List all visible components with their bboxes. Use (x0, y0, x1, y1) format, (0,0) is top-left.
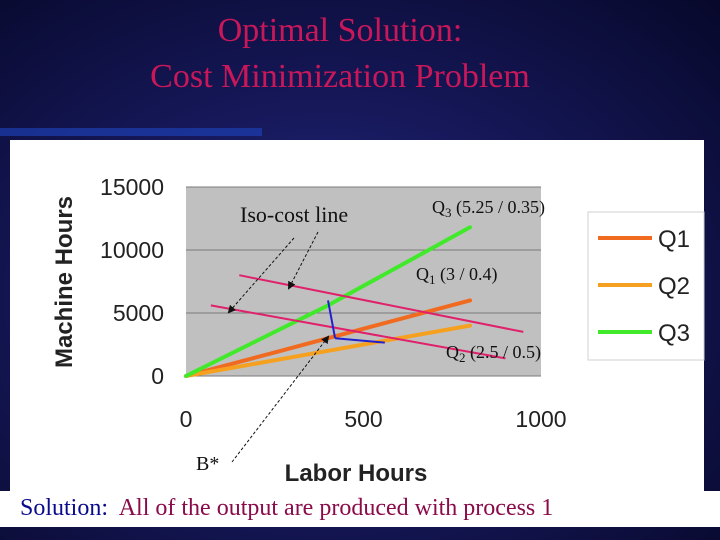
footer-background (0, 491, 720, 527)
annotation-bstar: B* (196, 453, 219, 475)
x-tick-label: 500 (344, 406, 382, 432)
y-tick-label: 0 (151, 363, 164, 389)
footer-text: All of the output are produced with proc… (118, 495, 554, 521)
title-line-1: Optimal Solution: (217, 12, 463, 49)
annotation-q3: Q3 (5.25 / 0.35) (432, 197, 545, 220)
isocost-line-1 (239, 274, 524, 333)
isocost-arrow-2 (288, 231, 319, 290)
isocost-arrow-1 (227, 237, 295, 314)
y-tick-label: 15000 (100, 174, 164, 200)
annotation-q1: Q1 (3 / 0.4) (416, 264, 498, 287)
expansion-segment-2 (335, 337, 385, 344)
bstar-arrow (231, 335, 330, 463)
x-axis-label: Labor Hours (285, 460, 428, 487)
x-tick-label: 0 (180, 406, 193, 432)
expansion-segment-1 (327, 300, 337, 339)
series-line-q2 (184, 323, 472, 378)
isocost-line-2 (210, 304, 506, 360)
y-axis-label: Machine Hours (51, 196, 78, 368)
footer-solution: Solution: All of the output are produced… (20, 493, 553, 523)
x-tick-label: 1000 (515, 406, 566, 432)
series-line-q1 (184, 298, 472, 378)
y-tick-label: 5000 (113, 300, 164, 326)
legend-label-q1: Q1 (658, 226, 690, 253)
y-tick-label: 10000 (100, 237, 164, 263)
annotation-q2: Q2 (2.5 / 0.5) (446, 342, 541, 365)
legend-label-q2: Q2 (658, 273, 690, 300)
footer-label: Solution: (20, 495, 109, 521)
annotation-isocost: Iso-cost line (240, 202, 348, 227)
legend-label-q3: Q3 (658, 320, 690, 347)
title-line-2: Cost Minimization Problem (150, 58, 530, 95)
decorative-band (0, 128, 262, 136)
